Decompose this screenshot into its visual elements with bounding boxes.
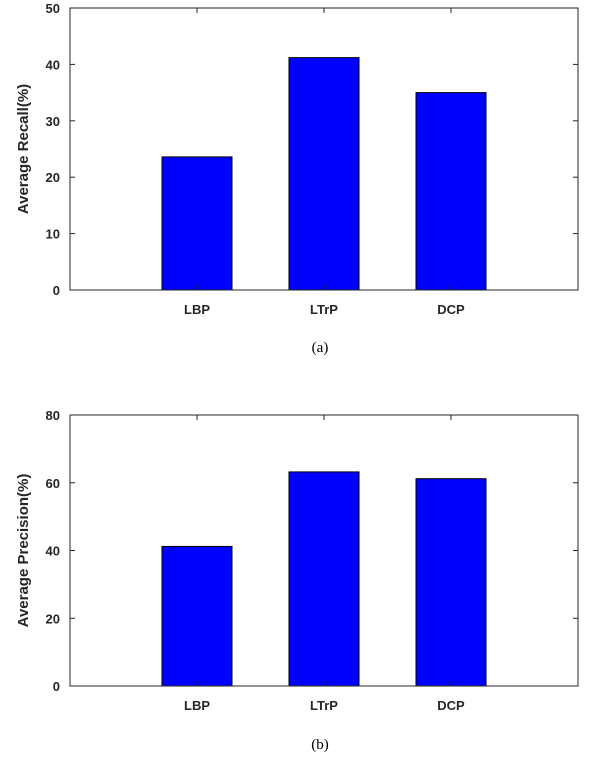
y-tick-label: 30 [46,114,60,129]
chart-2: 0 20 40 60 80 LBP LTrP DCP Average Precision(%) (… [15,408,579,753]
y-tick-label: 50 [46,1,60,16]
y-tick-label: 20 [46,170,60,185]
figure-caption: (b) [311,737,329,753]
y-axis-label: Average Precision(%) [15,474,32,628]
bar-ltrp [288,471,360,687]
y-axis-label: Average Recall(%) [15,84,32,214]
bar-lbp [161,156,233,291]
x-tick-label-lbp: LBP [184,698,210,713]
figure-caption: (a) [312,340,329,356]
y-tick-label: 0 [53,679,60,694]
y-tick-label: 40 [46,544,60,559]
x-tick-label-ltrp: LTrP [310,698,338,713]
bar-ltrp [288,57,360,291]
x-tick-label-dcp: DCP [437,302,465,317]
bar-dcp [415,92,487,291]
bar-dcp [415,478,487,687]
y-tick-label: 40 [46,57,60,72]
y-tick-label: 80 [46,408,60,423]
x-tick-label-lbp: LBP [184,302,210,317]
y-tick-label: 0 [53,283,60,298]
y-tick-label: 60 [46,476,60,491]
bar-lbp [161,545,233,687]
chart-1: 0 10 20 30 40 50 LBP LTrP DCP Average Recall(%) (a… [15,1,579,356]
x-tick-label-dcp: DCP [437,698,465,713]
y-tick-label: 20 [46,611,60,626]
y-tick-label: 10 [46,227,60,242]
x-tick-label-ltrp: LTrP [310,302,338,317]
